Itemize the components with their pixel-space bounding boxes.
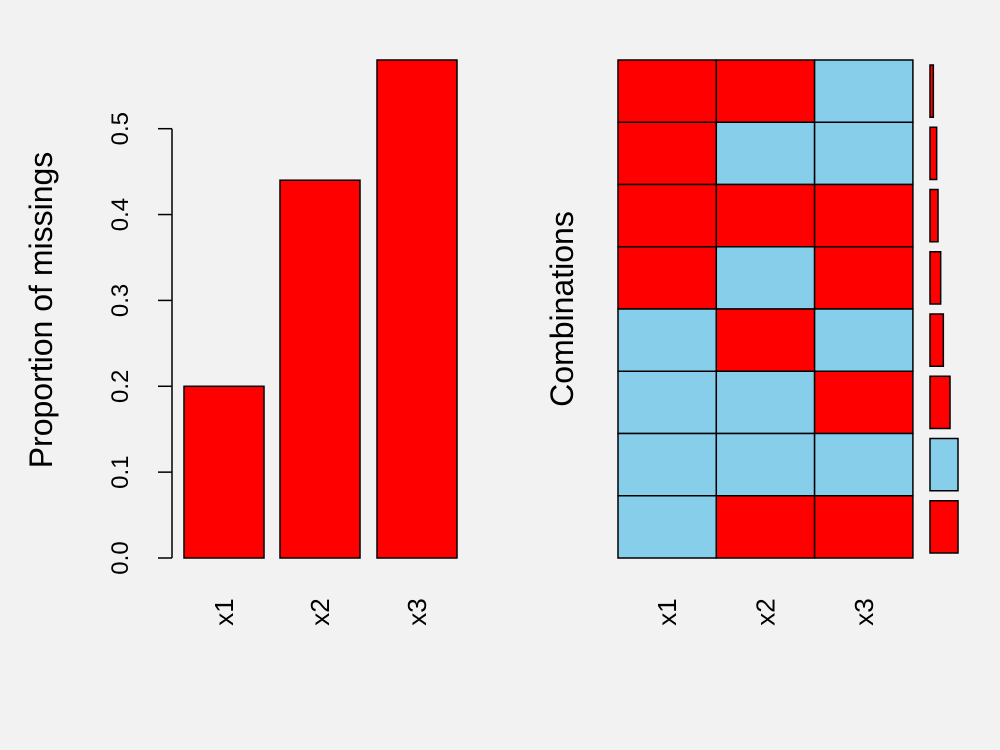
combinations-heatmap: x1 x2 x3 Combinations bbox=[544, 59, 959, 626]
combination-frequency-bar bbox=[929, 188, 939, 243]
combination-cell bbox=[813, 370, 914, 435]
combination-cell bbox=[617, 308, 718, 372]
x-tick-label: x3 bbox=[402, 598, 432, 625]
combination-frequency-bars bbox=[929, 64, 959, 554]
y-tick-label: 0.0 bbox=[107, 541, 134, 574]
y-tick-label: 0.4 bbox=[107, 198, 134, 231]
combination-cell bbox=[813, 183, 914, 248]
x-axis-labels: x1 x2 x3 bbox=[209, 598, 432, 625]
combination-frequency-bar bbox=[929, 126, 938, 181]
combination-cell bbox=[813, 308, 914, 372]
combination-cell bbox=[715, 495, 816, 559]
combination-cell bbox=[617, 121, 718, 186]
combination-cells bbox=[617, 59, 914, 559]
combination-cell bbox=[617, 183, 718, 248]
combination-cell bbox=[715, 246, 816, 310]
bar-x2 bbox=[279, 179, 361, 559]
missing-proportion-bar-chart: 0.0 0.1 0.2 0.3 0.4 0.5 x1 x2 x3 Proportion of … bbox=[23, 59, 458, 626]
x-axis-labels: x1 x2 x3 bbox=[652, 598, 879, 625]
combination-cell bbox=[715, 432, 816, 497]
combination-cell bbox=[813, 432, 914, 497]
combination-cell bbox=[617, 59, 718, 123]
x-tick-label: x2 bbox=[305, 598, 335, 625]
combination-cell bbox=[617, 432, 718, 497]
combination-frequency-bar bbox=[929, 500, 959, 554]
combination-cell bbox=[715, 370, 816, 435]
y-tick-label: 0.3 bbox=[107, 284, 134, 317]
x-tick-label: x2 bbox=[750, 598, 780, 625]
bar-x1 bbox=[183, 385, 265, 559]
y-tick-label: 0.2 bbox=[107, 370, 134, 403]
combination-cell bbox=[813, 59, 914, 123]
combination-cell bbox=[813, 495, 914, 559]
combination-cell bbox=[813, 121, 914, 186]
combination-cell bbox=[813, 246, 914, 310]
combination-frequency-bar bbox=[929, 251, 942, 305]
x-tick-label: x3 bbox=[849, 598, 879, 625]
bars bbox=[183, 59, 458, 559]
combination-cell bbox=[715, 121, 816, 186]
combination-cell bbox=[617, 495, 718, 559]
combination-cell bbox=[715, 183, 816, 248]
y-axis: 0.0 0.1 0.2 0.3 0.4 0.5 bbox=[107, 112, 173, 575]
combination-frequency-bar bbox=[929, 437, 959, 492]
bar-x3 bbox=[376, 59, 458, 559]
combination-frequency-bar bbox=[929, 64, 935, 118]
combination-frequency-bar bbox=[929, 375, 951, 430]
y-axis-title: Proportion of missings bbox=[23, 152, 59, 469]
combination-cell bbox=[715, 59, 816, 123]
y-axis-title: Combinations bbox=[544, 211, 580, 407]
combination-cell bbox=[715, 308, 816, 372]
x-tick-label: x1 bbox=[652, 598, 682, 625]
combination-cell bbox=[617, 246, 718, 310]
y-tick-label: 0.1 bbox=[107, 455, 134, 488]
combination-cell bbox=[617, 370, 718, 435]
x-tick-label: x1 bbox=[209, 598, 239, 625]
combination-frequency-bar bbox=[929, 313, 945, 367]
y-tick-label: 0.5 bbox=[107, 112, 134, 145]
